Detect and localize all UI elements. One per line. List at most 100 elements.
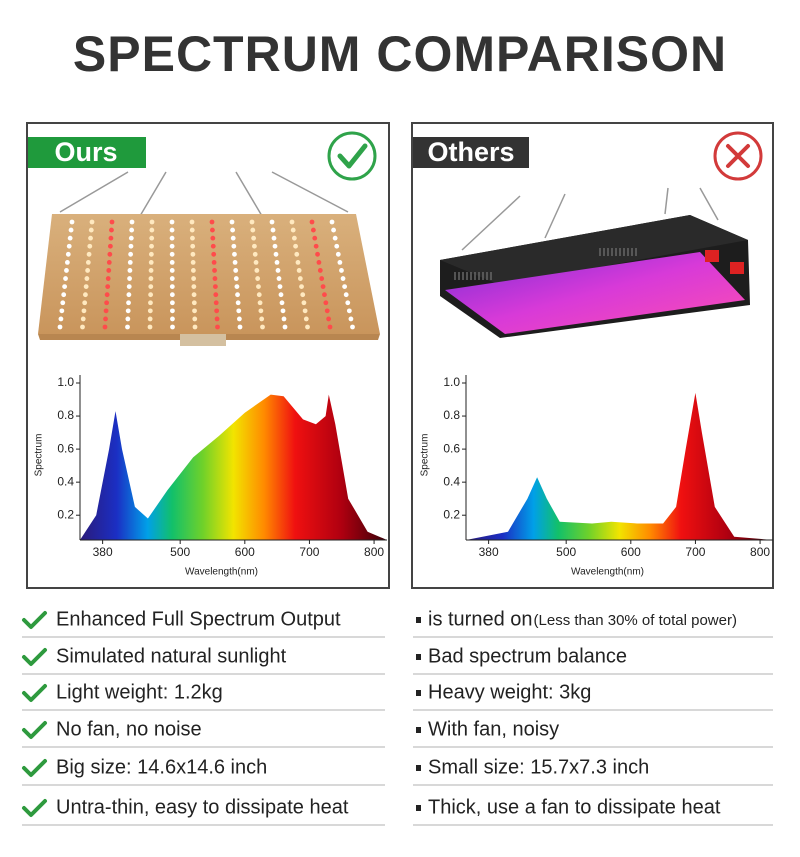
led: [211, 251, 217, 257]
led: [343, 292, 349, 298]
led: [326, 316, 332, 322]
x-axis-label: Wavelength(nm): [571, 567, 644, 578]
led: [236, 308, 242, 314]
led: [191, 284, 197, 290]
led: [348, 316, 354, 322]
led: [291, 235, 297, 241]
led: [210, 243, 216, 249]
led: [126, 284, 132, 290]
led: [89, 219, 95, 225]
feature-text: Untra-thin, easy to dissipate heat: [56, 796, 349, 818]
led: [350, 324, 355, 330]
panel-label: Ours: [54, 137, 117, 167]
led: [83, 292, 88, 298]
y-tick-label: 0.4: [57, 474, 74, 488]
led: [66, 243, 72, 249]
led: [259, 316, 265, 322]
led: [191, 276, 197, 281]
led: [88, 235, 93, 241]
led: [213, 292, 219, 298]
led: [126, 300, 131, 306]
led: [127, 276, 132, 281]
x-tick-label: 700: [685, 545, 705, 559]
led: [147, 324, 153, 330]
led: [230, 235, 236, 241]
y-axis-label: Spectrum: [420, 434, 431, 477]
led: [315, 251, 320, 257]
led: [80, 324, 85, 330]
y-axis-label: Spectrum: [34, 434, 45, 477]
led: [169, 227, 175, 233]
y-tick-label: 0.8: [443, 408, 460, 422]
led: [257, 300, 263, 306]
label-bg: [413, 137, 529, 168]
led: [190, 235, 195, 241]
led: [69, 219, 75, 225]
led: [109, 219, 115, 225]
led: [331, 227, 336, 233]
check-mark: [22, 684, 47, 702]
led: [237, 324, 243, 330]
led: [105, 284, 111, 290]
led: [252, 243, 257, 249]
led: [169, 268, 175, 273]
led: [84, 276, 90, 281]
led: [147, 308, 153, 314]
led: [310, 227, 316, 233]
title: SPECTRUM COMPARISON: [73, 26, 727, 82]
led: [232, 251, 237, 257]
led: [211, 259, 217, 265]
feature-text: Bad spectrum balance: [428, 645, 627, 667]
led: [234, 284, 240, 290]
led: [129, 219, 135, 225]
led: [149, 235, 155, 241]
led: [61, 292, 67, 298]
led: [83, 284, 89, 290]
led: [252, 251, 258, 257]
led: [190, 251, 196, 257]
x-tick-label: 380: [93, 545, 113, 559]
led: [278, 292, 284, 298]
led: [293, 243, 298, 249]
led: [148, 251, 154, 257]
led: [295, 259, 301, 265]
led: [209, 219, 215, 225]
led: [149, 227, 155, 233]
led: [312, 235, 318, 241]
x-axis-label: Wavelength(nm): [185, 567, 258, 578]
led: [289, 219, 295, 225]
x-tick-label: 600: [235, 545, 255, 559]
led: [299, 284, 304, 290]
led: [190, 243, 196, 249]
led: [105, 276, 111, 281]
led: [149, 219, 155, 225]
y-tick-label: 0.4: [443, 474, 460, 488]
led: [346, 308, 352, 314]
check-mark: [22, 799, 47, 817]
bullet: [416, 765, 421, 771]
led: [303, 316, 309, 322]
led: [87, 243, 93, 249]
led: [169, 251, 175, 257]
led: [305, 324, 310, 330]
led: [125, 308, 131, 314]
y-tick-label: 0.2: [57, 507, 74, 521]
panel-frame: [26, 122, 390, 589]
led: [230, 227, 236, 233]
led: [327, 324, 333, 330]
led: [148, 259, 154, 265]
led: [170, 308, 175, 314]
led: [88, 227, 94, 233]
led: [274, 259, 280, 265]
led: [64, 259, 70, 265]
led: [235, 292, 240, 298]
led: [169, 235, 175, 241]
led: [270, 227, 276, 233]
led: [335, 251, 341, 257]
led: [290, 227, 296, 233]
x-tick-label: 380: [479, 545, 499, 559]
led: [324, 308, 330, 314]
led: [235, 300, 241, 306]
led: [256, 284, 261, 290]
led: [80, 316, 86, 322]
